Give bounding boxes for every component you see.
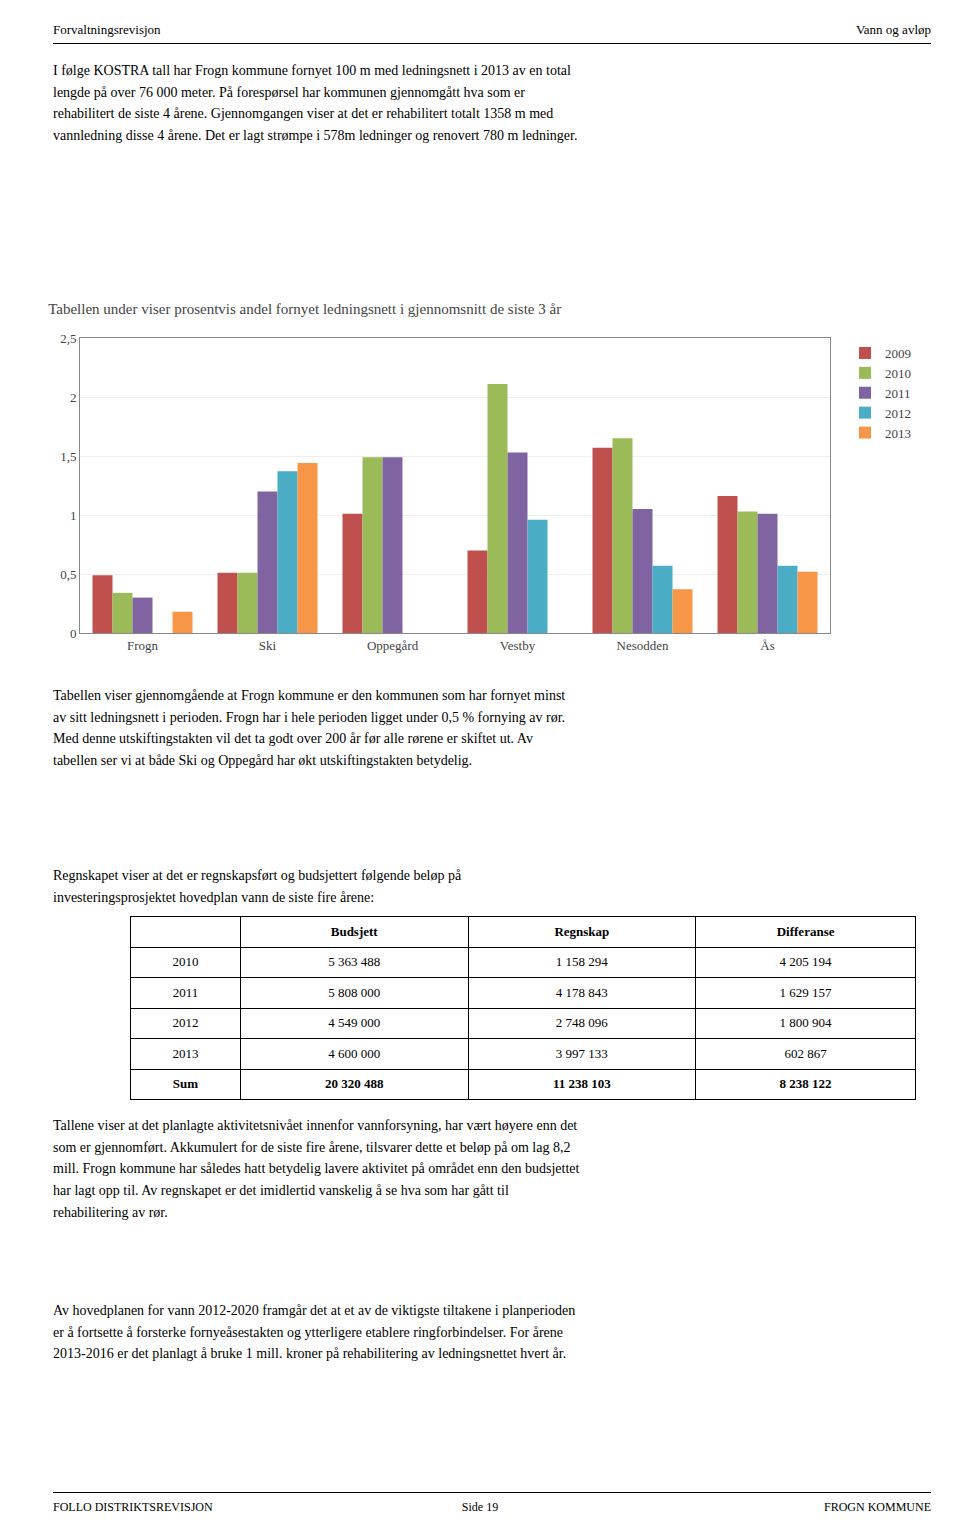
- svg-text:Tabellen under viser prosentvi: Tabellen under viser prosentvis andel fo…: [48, 301, 561, 317]
- html-text:FROGN KOMMUNE: FROGN KOMMUNE: [824, 1500, 931, 1514]
- html-text:602 867: 602 867: [784, 1045, 827, 1061]
- svg-text:Ski: Ski: [259, 638, 277, 653]
- svg-text:2012: 2012: [885, 406, 911, 421]
- html-text:Side 19: Side 19: [461, 1500, 499, 1514]
- html-text:2012: 2012: [172, 1015, 199, 1031]
- html-text:I følge KOSTRA tall har Frogn: I følge KOSTRA tall har Frogn kommune fo…: [53, 63, 578, 144]
- svg-text:0: 0: [70, 626, 77, 641]
- svg-text:Nesodden: Nesodden: [617, 638, 669, 653]
- html-text:4 549 000: 4 549 000: [328, 1015, 381, 1031]
- html-text:1 158 294: 1 158 294: [555, 954, 608, 970]
- html-text:Regnskapet viser at det er reg: Regnskapet viser at det er regnskapsført…: [53, 868, 462, 905]
- svg-text:2,5: 2,5: [60, 331, 76, 346]
- html-text:Av hovedplanen for vann 2012-2: Av hovedplanen for vann 2012-2020 framgå…: [53, 1303, 576, 1362]
- svg-text:2013: 2013: [885, 426, 911, 441]
- svg-text:Oppegård: Oppegård: [367, 638, 419, 653]
- html-text:5 808 000: 5 808 000: [328, 984, 381, 1000]
- svg-text:2011: 2011: [885, 386, 911, 401]
- html-text:Differanse: Differanse: [776, 923, 835, 939]
- html-text:2013: 2013: [172, 1045, 199, 1061]
- svg-text:1,5: 1,5: [60, 449, 76, 464]
- html-text:5 363 488: 5 363 488: [328, 954, 381, 970]
- html-text:Budsjett: Budsjett: [330, 923, 378, 939]
- html-text:1 800 904: 1 800 904: [779, 1015, 832, 1031]
- html-text:Forvaltningsrevisjon: Forvaltningsrevisjon: [53, 22, 161, 37]
- svg-text:0,5: 0,5: [60, 567, 76, 582]
- html-text:FOLLO DISTRIKTSREVISJON: FOLLO DISTRIKTSREVISJON: [53, 1500, 213, 1514]
- html-text:4 600 000: 4 600 000: [328, 1045, 381, 1061]
- html-text:Regnskap: Regnskap: [554, 923, 610, 939]
- html-text:11 238 103: 11 238 103: [553, 1076, 611, 1092]
- html-text:Tallene viser at det planlagte: Tallene viser at det planlagte aktivitet…: [53, 1118, 580, 1220]
- html-text:2011: 2011: [172, 984, 199, 1000]
- svg-text:Ås: Ås: [760, 638, 774, 653]
- svg-text:Frogn: Frogn: [127, 638, 159, 653]
- html-text:4 205 194: 4 205 194: [779, 954, 832, 970]
- html-text:3 997 133: 3 997 133: [555, 1045, 608, 1061]
- html-text:2010: 2010: [172, 954, 199, 970]
- svg-text:Vestby: Vestby: [500, 638, 536, 653]
- html-text:20 320 488: 20 320 488: [325, 1076, 384, 1092]
- html-text:Sum: Sum: [172, 1076, 199, 1092]
- svg-text:2: 2: [70, 390, 77, 405]
- svg-text:2009: 2009: [885, 346, 911, 361]
- html-text:1 629 157: 1 629 157: [779, 984, 832, 1000]
- svg-text:2010: 2010: [885, 366, 911, 381]
- html-text:4 178 843: 4 178 843: [555, 984, 608, 1000]
- html-text:Vann og avløp: Vann og avløp: [855, 22, 931, 37]
- html-text:8 238 122: 8 238 122: [779, 1076, 832, 1092]
- html-text:Tabellen viser gjennomgående a: Tabellen viser gjennomgående at Frogn ko…: [53, 688, 566, 769]
- html-text:2 748 096: 2 748 096: [555, 1015, 608, 1031]
- svg-text:1: 1: [70, 508, 77, 523]
